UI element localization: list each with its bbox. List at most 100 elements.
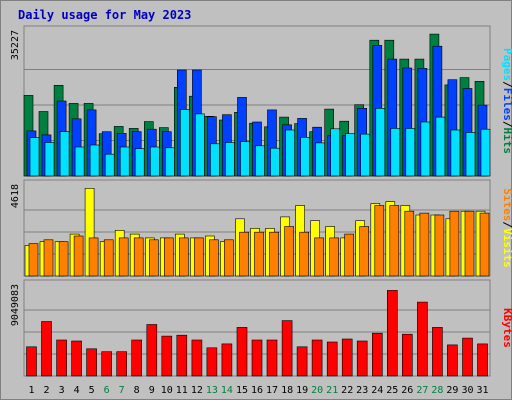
visits-bar-sites-day-13 [209,239,219,277]
visits-bar-sites-day-7 [118,237,129,277]
visits-legend-visits: Visits [501,228,512,268]
kbytes-bar-kbytes-day-22 [341,338,353,377]
visits-bar-sites-day-16 [254,231,264,277]
kbytes-bar-kbytes-day-17 [266,339,278,377]
hits-bar-pages-day-14 [225,142,235,177]
hits-legend-hits: Hits [501,128,512,155]
hits-bar-pages-day-26 [405,128,416,177]
hits-bar-pages-day-4 [74,146,85,177]
hits-bar-pages-day-22 [345,133,356,177]
hits-legend-pages: Pages [501,48,512,81]
kbytes-bar-kbytes-day-2 [41,321,52,377]
hits-bar-pages-day-2 [44,142,55,177]
visits-bar-sites-day-8 [133,237,144,277]
hits-bar-pages-day-12 [195,113,205,177]
kbytes-bar-kbytes-day-8 [131,339,142,377]
hits-bar-pages-day-27 [420,121,431,177]
kbytes-bar-kbytes-day-7 [116,351,127,377]
kbytes-bar-kbytes-day-30 [462,337,473,377]
day-label-3: 3 [59,385,65,396]
visits-bar-sites-day-14 [224,239,234,277]
day-label-4: 4 [74,385,80,396]
day-label-16: 16 [251,385,263,396]
kbytes-bar-kbytes-day-11 [176,334,188,377]
chart-panels: 35227Pages/Files/Hits4618Sites/Visits904… [10,25,512,377]
hits-bar-pages-day-28 [435,116,446,177]
kbytes-bar-kbytes-day-4 [71,340,82,377]
hits-bar-pages-day-6 [104,153,115,177]
visits-bar-sites-day-24 [374,205,385,277]
kbytes-bar-kbytes-day-27 [417,301,428,377]
day-label-6: 6 [104,385,110,396]
day-label-24: 24 [371,385,383,396]
hits-bar-pages-day-11 [180,109,190,177]
kbytes-bar-kbytes-day-19 [296,346,308,377]
hits-legend-separator: / [501,121,512,128]
visits-bar-sites-day-19 [299,231,309,277]
hits-bar-pages-day-3 [59,131,70,177]
day-label-29: 29 [446,385,458,396]
hits-bar-pages-day-23 [360,133,371,177]
visits-bar-sites-day-5 [88,237,99,277]
day-label-19: 19 [296,385,308,396]
kbytes-bar-kbytes-day-25 [386,290,398,377]
kbytes-bar-kbytes-day-9 [146,324,158,377]
hits-bar-pages-day-13 [210,143,220,177]
visits-bar-sites-day-28 [434,214,445,277]
visits-bar-sites-day-29 [449,210,460,277]
chart-title: Daily usage for May 2023 [18,8,191,22]
kbytes-bar-kbytes-day-16 [251,339,263,377]
visits-bar-sites-day-2 [43,239,54,277]
day-label-31: 31 [476,385,488,396]
kbytes-bar-kbytes-day-5 [86,348,97,377]
visits-bar-sites-day-30 [464,210,475,277]
visits-legend-sites: Sites [501,188,512,221]
hits-legend-files: Files [501,88,512,121]
visits-bar-sites-day-18 [284,226,294,277]
kbytes-bar-kbytes-day-23 [356,340,368,377]
visits-bar-sites-day-12 [194,237,204,277]
hits-bar-pages-day-31 [480,128,491,177]
day-label-9: 9 [149,385,155,396]
visits-bar-sites-day-27 [419,212,430,277]
hits-legend: Pages/Files/Hits [501,48,512,154]
hits-bar-pages-day-20 [315,142,325,177]
day-label-2: 2 [43,385,49,396]
kbytes-bar-kbytes-day-10 [161,335,173,377]
hits-legend-separator: / [501,81,512,88]
visits-bar-sites-day-6 [103,239,114,277]
visits-legend: Sites/Visits [501,188,512,268]
hits-bar-pages-day-18 [285,129,295,177]
hits-bar-pages-day-8 [134,148,145,177]
kbytes-bar-kbytes-day-15 [236,327,248,377]
kbytes-bar-kbytes-day-6 [101,351,112,377]
day-label-28: 28 [431,385,443,396]
kbytes-bar-kbytes-day-3 [56,339,67,377]
visits-bar-sites-day-4 [73,235,84,277]
day-label-25: 25 [386,385,398,396]
kbytes-bar-kbytes-day-1 [26,346,37,377]
visits-ymax-label: 4618 [10,184,21,208]
day-label-14: 14 [221,385,233,396]
kbytes-bar-kbytes-day-14 [221,343,233,377]
day-axis-labels: 1 2 3 4 5 6 7 8 9 10 11 12 13 14 15 16 17 18 19 20 21 22 23 24 2… [28,385,488,396]
visits-bar-sites-day-20 [314,237,324,277]
day-label-22: 22 [341,385,353,396]
kbytes-bar-kbytes-day-26 [401,333,413,377]
hits-bar-pages-day-24 [375,108,386,177]
hits-bar-pages-day-7 [119,146,130,177]
kbytes-bar-kbytes-day-13 [206,347,218,377]
hits-bar-pages-day-25 [390,128,401,177]
visits-bar-sites-day-15 [239,231,249,277]
hits-ymax-label: 35227 [10,30,21,60]
day-label-17: 17 [266,385,278,396]
hits-bar-pages-day-29 [450,129,461,177]
hits-bar-pages-day-21 [330,128,341,177]
panel-kbytes: 9049083 KBytes [10,279,512,377]
kbytes-bar-kbytes-day-29 [447,344,458,377]
day-label-30: 30 [461,385,473,396]
visits-bar-sites-day-26 [404,210,415,277]
kbytes-bar-kbytes-day-12 [191,339,203,377]
